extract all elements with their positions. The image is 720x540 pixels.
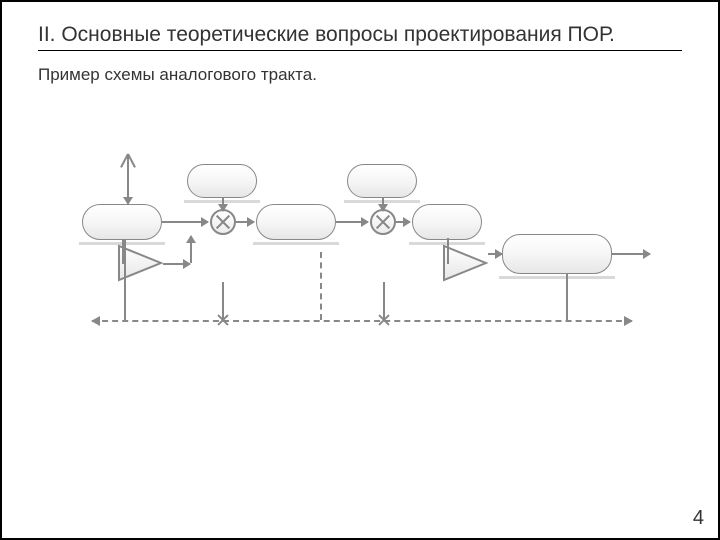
amp-in-amp2 <box>447 238 449 264</box>
block-blk1 <box>82 204 162 240</box>
analog-path-diagram <box>72 152 672 362</box>
shadow-blk4 <box>499 276 615 279</box>
slide-title: II. Основные теоретические вопросы проек… <box>38 22 682 51</box>
feedback-cross <box>216 313 230 327</box>
mixer-mix1 <box>210 209 236 235</box>
slide-frame: II. Основные теоретические вопросы проек… <box>0 0 720 540</box>
block-blk3 <box>412 204 482 240</box>
block-blk4 <box>502 234 612 274</box>
feedback-cross <box>377 313 391 327</box>
connector <box>236 221 254 223</box>
block-osc1 <box>187 164 257 198</box>
amp-out-v-amp1 <box>190 236 192 263</box>
feedback-drop <box>320 252 322 320</box>
connector <box>396 221 410 223</box>
page-number: 4 <box>693 507 704 530</box>
feedback-drop <box>566 274 568 320</box>
amp-out-h-amp2 <box>488 253 502 255</box>
shadow-blk2 <box>253 242 339 245</box>
antenna-icon <box>120 152 136 180</box>
connector-v <box>127 178 129 204</box>
output-arrow <box>612 253 650 255</box>
amp-out-h-amp1 <box>163 263 190 265</box>
slide-subtitle: Пример схемы аналогового тракта. <box>38 65 682 85</box>
block-blk2 <box>256 204 336 240</box>
block-osc2 <box>347 164 417 198</box>
connector-v <box>382 198 384 211</box>
feedback-line <box>92 320 632 322</box>
connector <box>336 221 368 223</box>
connector <box>162 221 208 223</box>
feedback-drop <box>124 240 126 320</box>
mixer-mix2 <box>370 209 396 235</box>
connector-v <box>222 198 224 211</box>
